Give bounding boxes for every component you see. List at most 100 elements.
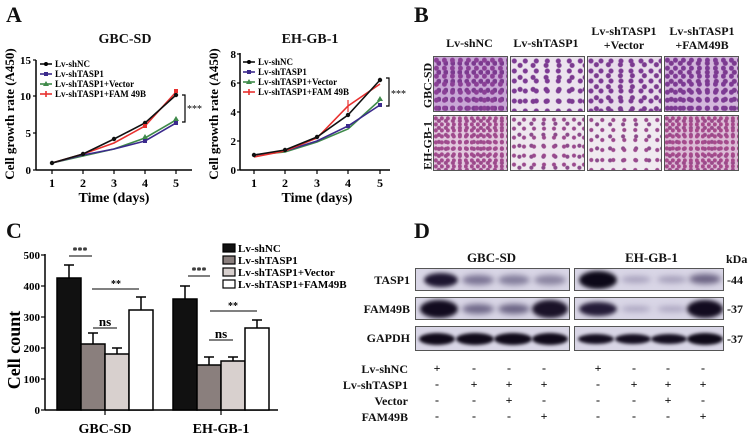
y-tick: 400 (24, 281, 41, 293)
y-tick: 500 (24, 250, 41, 262)
sign: + (470, 377, 478, 391)
sign: - (472, 361, 476, 375)
y-tick: 5 (26, 128, 32, 140)
y-tick: 10 (20, 91, 32, 103)
y-tick: 4 (231, 107, 237, 119)
legend-label: Lv-shTASP1+FAM 49B (258, 87, 349, 97)
panel-letter-b: B (414, 2, 429, 27)
sign: - (435, 409, 439, 423)
marker-37kda: -37 (727, 302, 743, 316)
legend-label: Lv-shTASP1+Vector (55, 79, 134, 89)
legend-label: Lv-shTASP1+FAM49B (238, 279, 347, 291)
significance-marker: ns (215, 326, 227, 341)
condition-label-vector: Vector (374, 394, 408, 408)
blot-fam49b-eh-gb-1 (574, 297, 724, 320)
x-tick: 5 (173, 176, 179, 190)
sign: - (701, 393, 705, 407)
legend-label: Lv-shNC (258, 57, 293, 67)
condition-label-shtasp1: Lv-shTASP1 (342, 378, 408, 392)
micrograph-eh-gb-1-shnc (433, 115, 508, 171)
sign: - (507, 409, 511, 423)
y-tick: 100 (24, 374, 41, 386)
micrograph-gbc-sd-fam49b (664, 56, 739, 112)
blot-gapdh-eh-gb-1 (574, 326, 724, 351)
blot-fam49b-gbc-sd (415, 297, 570, 320)
marker-44kda: -44 (727, 273, 743, 287)
sign: - (666, 361, 670, 375)
y-tick: 0 (35, 405, 41, 417)
sign: - (542, 361, 546, 375)
x-tick: 4 (345, 176, 351, 190)
y-tick: 15 (20, 55, 32, 67)
bars-gbc-sd (56, 264, 154, 411)
x-tick: 2 (80, 176, 86, 190)
y-axis-label: Cell growth rate (A450) (206, 48, 221, 180)
legend-label: Lv-shNC (55, 59, 90, 69)
y-tick: 200 (24, 343, 41, 355)
panel-letter-d: D (414, 218, 430, 243)
col-header: Lv-shTASP1 (513, 36, 579, 50)
significance-marker: *** (391, 89, 406, 100)
y-tick: 0 (26, 165, 32, 177)
legend-label: Lv-shTASP1+FAM 49B (55, 89, 146, 99)
sign: + (505, 393, 513, 407)
y-tick: 0 (231, 165, 237, 177)
x-axis-label: Time (days) (282, 191, 353, 205)
sign: - (472, 393, 476, 407)
line-charts-svg: Cell growth rate (A450) 0 5 10 15 1 2 3 … (2, 48, 406, 205)
x-axis-label: Time (days) (79, 191, 150, 205)
significance-marker: *** (192, 266, 207, 277)
sign: + (699, 409, 707, 423)
y-tick: 8 (231, 49, 237, 61)
legend-label: Lv-shTASP1+Vector (258, 77, 337, 87)
blot-title-gbc-sd: GBC-SD (466, 250, 517, 265)
sign: + (540, 409, 548, 423)
sign: - (507, 361, 511, 375)
condition-label-fam49b: FAM49B (361, 410, 408, 424)
significance-marker: *** (73, 246, 88, 257)
kda-label: kDa (726, 252, 748, 266)
x-category-label: EH-GB-1 (193, 422, 250, 437)
blot-tasp1-gbc-sd (415, 268, 570, 291)
sign: - (596, 393, 600, 407)
x-tick: 1 (49, 176, 55, 190)
y-tick: 6 (231, 78, 237, 90)
blot-title-eh-gb-1: EH-GB-1 (625, 250, 678, 265)
y-axis-label: Cell count (4, 311, 24, 390)
x-tick: 3 (111, 176, 117, 190)
chart-title-eh-gb-1: EH-GB-1 (281, 32, 339, 47)
panel-letter-c: C (6, 218, 22, 243)
x-tick: 1 (251, 176, 257, 190)
significance-marker: ns (99, 314, 111, 329)
sign: - (701, 361, 705, 375)
legend-label: Lv-shTASP1 (55, 69, 104, 79)
col-header: Lv-shNC (446, 36, 493, 50)
y-tick: 2 (231, 136, 237, 148)
sign: + (540, 377, 548, 391)
col-header: Lv-shTASP1 (591, 24, 657, 38)
sign: - (666, 409, 670, 423)
sign: - (472, 409, 476, 423)
bar-legend: Lv-shNC Lv-shTASP1 Lv-shTASP1+Vector Lv-… (222, 243, 347, 291)
x-tick: 3 (314, 176, 320, 190)
micrograph-gbc-sd-vector (587, 56, 662, 112)
sign: - (632, 393, 636, 407)
sign: - (435, 377, 439, 391)
sign: + (699, 377, 707, 391)
x-tick: 5 (377, 176, 383, 190)
significance-marker: ** (228, 301, 238, 312)
sign: + (664, 377, 672, 391)
legend-label: Lv-shTASP1+Vector (238, 267, 335, 279)
legend-label: Lv-shTASP1 (258, 67, 307, 77)
blot-tasp1-eh-gb-1 (574, 268, 724, 291)
chart-title-gbc-sd: GBC-SD (98, 32, 152, 47)
sign: - (596, 409, 600, 423)
condition-label-shnc: Lv-shNC (361, 362, 408, 376)
panel-letter-a: A (6, 2, 22, 27)
sign: + (594, 361, 602, 375)
micrograph-eh-gb-1-vector (587, 115, 662, 171)
bars-eh-gb-1 (172, 285, 270, 411)
protein-label-tasp1: TASP1 (374, 273, 410, 287)
significance-marker: ** (111, 279, 121, 290)
y-tick: 300 (24, 312, 41, 324)
